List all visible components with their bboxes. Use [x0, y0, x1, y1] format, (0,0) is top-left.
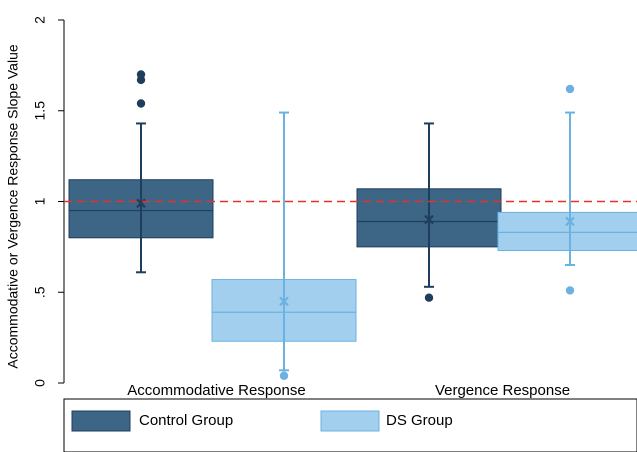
outlier-point	[136, 99, 146, 108]
outlier-point	[424, 293, 434, 302]
legend-swatch	[71, 410, 131, 432]
y-tick-label: 2	[32, 16, 48, 24]
legend-label: DS Group	[386, 412, 453, 429]
outlier-point	[279, 371, 289, 380]
legend-swatch	[320, 410, 380, 432]
box-control-group-1	[356, 122, 502, 302]
mean-marker	[565, 216, 575, 227]
y-tick-label: 1	[32, 197, 48, 205]
box-ds-group-1	[497, 84, 637, 295]
outlier-point	[565, 286, 575, 295]
category-label: Vergence Response	[435, 382, 570, 399]
outlier-point	[136, 70, 146, 79]
mean-marker	[136, 198, 146, 209]
mean-marker	[424, 214, 434, 225]
box-ds-group-0	[211, 111, 357, 380]
box-control-group-0	[68, 70, 214, 274]
y-tick-label: .5	[32, 286, 48, 298]
y-axis-label: Accommodative or Vergence Response Slope…	[5, 44, 21, 368]
category-label: Accommodative Response	[127, 382, 305, 399]
mean-marker	[279, 296, 289, 307]
y-tick-label: 0	[32, 379, 48, 387]
legend-label: Control Group	[139, 412, 233, 429]
y-tick-label: 1.5	[32, 101, 48, 121]
outlier-point	[565, 84, 575, 94]
